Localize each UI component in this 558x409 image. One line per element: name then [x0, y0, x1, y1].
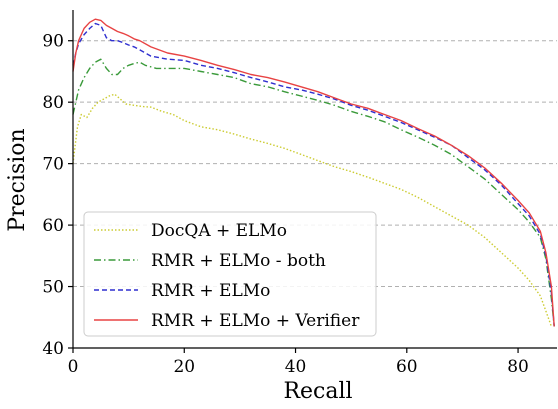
- y-axis-label: Precision: [5, 128, 30, 231]
- x-tick-label: 60: [396, 357, 418, 377]
- x-tick-label: 20: [173, 357, 195, 377]
- x-tick-label: 80: [507, 357, 529, 377]
- y-tick-label: 50: [42, 278, 64, 298]
- series-lines: [72, 18, 555, 327]
- legend-label-0: DocQA + ELMo: [151, 221, 287, 241]
- series-line-1: [72, 58, 555, 327]
- legend-label-1: RMR + ELMo - both: [151, 251, 326, 271]
- legend-label-2: RMR + ELMo: [151, 281, 270, 301]
- legend: DocQA + ELMo RMR + ELMo - both RMR + ELMo R…: [83, 211, 377, 337]
- y-tick-label: 70: [42, 155, 64, 175]
- y-tick-label: 40: [42, 339, 64, 359]
- y-tick-label: 80: [42, 93, 64, 113]
- legend-box: [83, 211, 377, 337]
- y-tick-label: 90: [42, 32, 64, 52]
- x-tick-label: 0: [68, 357, 79, 377]
- x-axis-label: Recall: [283, 379, 352, 404]
- ticks: 40 50 60 70 80 90 0 20 40 60 80: [42, 32, 529, 377]
- series-line-3: [72, 18, 555, 327]
- series-line-2: [72, 22, 555, 327]
- axes: [72, 10, 557, 349]
- y-tick-label: 60: [42, 216, 64, 236]
- series-line-0: [72, 93, 553, 327]
- x-tick-label: 40: [285, 357, 307, 377]
- legend-label-3: RMR + ELMo + Verifier: [151, 311, 360, 331]
